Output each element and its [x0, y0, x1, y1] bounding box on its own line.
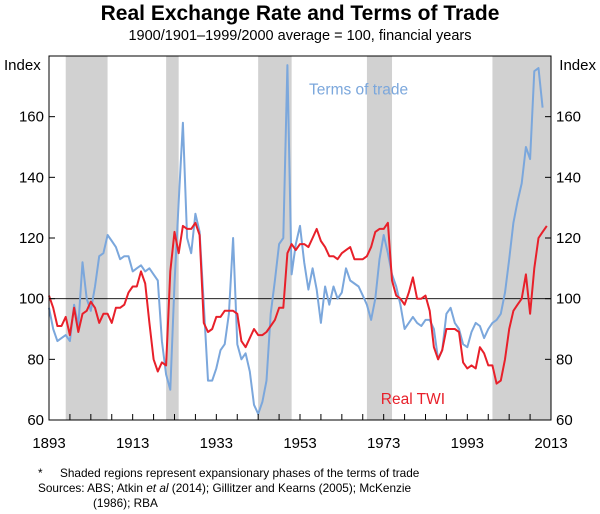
y-tick-label-right: 100 [556, 291, 581, 308]
real-twi-line [48, 221, 548, 385]
footnote-text: Shaded regions represent expansionary ph… [60, 466, 420, 480]
y-tick-label-left: 140 [19, 169, 44, 186]
x-tick-label: 1973 [367, 435, 400, 452]
shaded-region [366, 56, 393, 420]
y-axis-label-right: Index [559, 57, 596, 74]
sources-etal: et al [146, 481, 169, 495]
shaded-region [65, 56, 108, 420]
shaded-regions [65, 56, 551, 420]
axes [48, 55, 552, 421]
y-axis-label-left: Index [4, 57, 41, 74]
footnote-shading: * Shaded regions represent expansionary p… [38, 466, 419, 481]
footnote-star: * [38, 466, 43, 480]
shaded-region [166, 56, 179, 420]
axis-labels: 60 60 80 80 100 100 120 120 140 140 160 160 1893 1913… [4, 57, 596, 452]
y-tick-label-right: 160 [556, 109, 581, 126]
chart-subtitle: 1900/1901–1999/2000 average = 100, finan… [128, 28, 472, 44]
y-tick-label-left: 80 [27, 351, 44, 368]
y-tick-label-left: 120 [19, 230, 44, 247]
sources-text-a: Sources: ABS; Atkin [38, 481, 147, 495]
x-tick-label: 1913 [116, 435, 149, 452]
y-tick-label-left: 60 [27, 412, 44, 429]
x-tick-label: 1953 [283, 435, 316, 452]
y-tick-label-left: 100 [19, 291, 44, 308]
series-annotation: Real TWI [381, 391, 445, 408]
footnote-sources: Sources: ABS; Atkin et al (2014); Gillit… [38, 481, 419, 496]
sources-text-b: (2014); Gillitzer and Kearns (2005); McK… [168, 481, 412, 495]
x-tick-label: 1893 [32, 435, 65, 452]
shaded-region [492, 56, 551, 420]
series-lines [48, 64, 548, 415]
footnote-sources-2: (1986); RBA [38, 496, 419, 511]
y-tick-label-right: 120 [556, 230, 581, 247]
y-tick-label-left: 160 [19, 109, 44, 126]
sources-text-c: (1986); RBA [93, 496, 158, 510]
x-tick-label: 1933 [200, 435, 233, 452]
chart-title: Real Exchange Rate and Terms of Trade [100, 2, 500, 25]
x-tick-label: 2013 [534, 435, 567, 452]
x-tick-label: 1993 [451, 435, 484, 452]
y-tick-label-right: 60 [556, 412, 573, 429]
y-tick-label-right: 80 [556, 351, 573, 368]
footnotes: * Shaded regions represent expansionary p… [38, 466, 419, 511]
terms-of-trade-line [48, 64, 544, 415]
series-annotation: Terms of trade [309, 81, 408, 98]
y-tick-label-right: 140 [556, 169, 581, 186]
